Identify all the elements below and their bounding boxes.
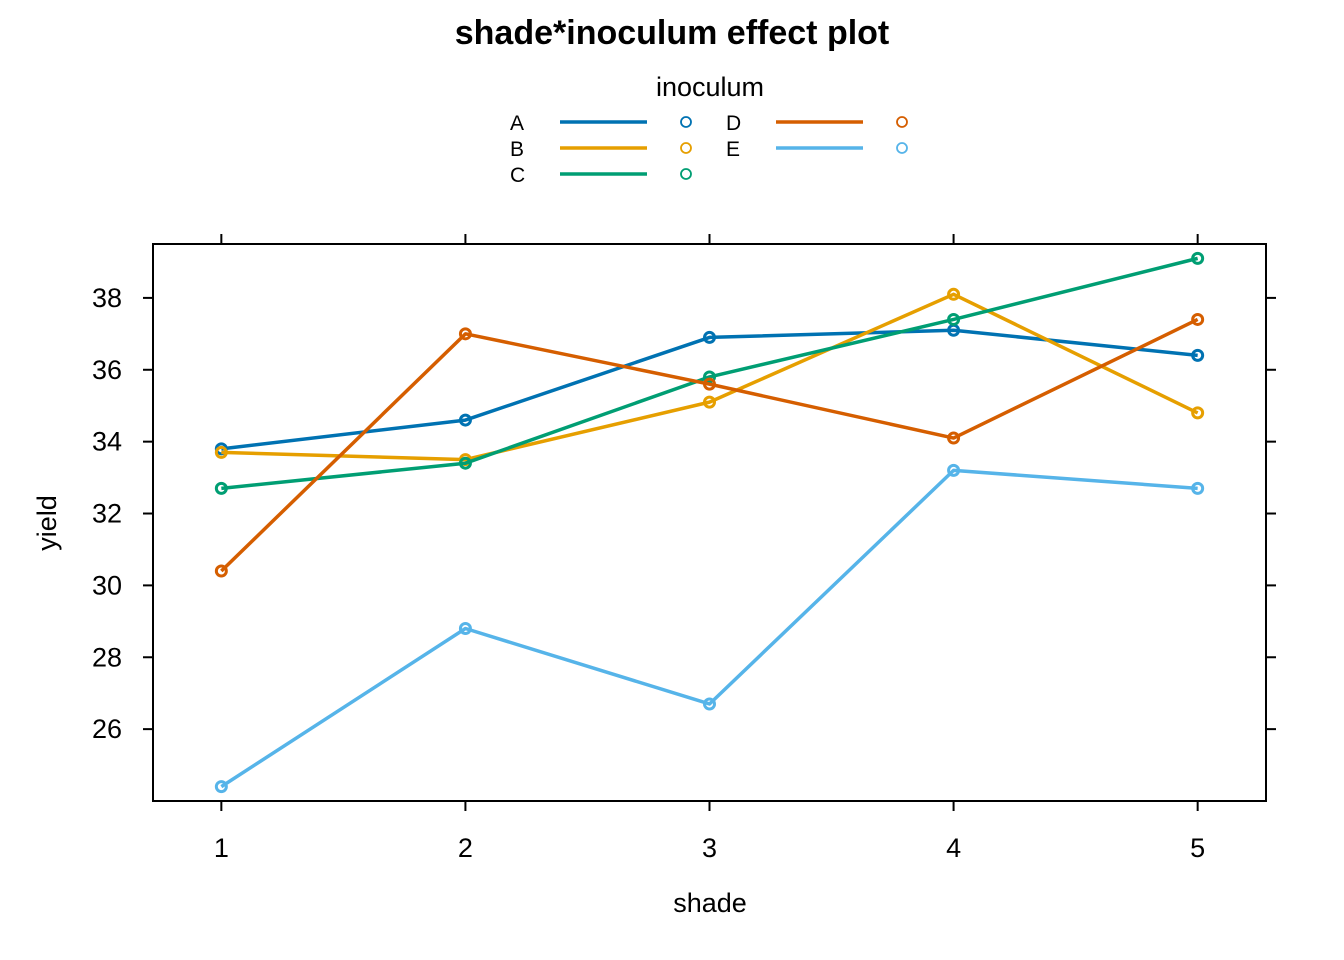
data-point (947, 287, 961, 301)
y-tick-label: 30 (92, 570, 122, 600)
data-point (703, 395, 716, 409)
series-D (214, 312, 1205, 578)
data-point (703, 330, 716, 344)
y-tick-label: 36 (92, 355, 122, 385)
series-C (214, 251, 1205, 495)
legend: inoculum ABC DE (510, 72, 908, 187)
legend-label: A (510, 112, 524, 135)
data-point (1191, 481, 1205, 495)
legend-item-B: B (510, 138, 692, 161)
x-tick-label: 5 (1190, 833, 1205, 863)
legend-point (680, 116, 692, 128)
x-tick-label: 1 (214, 833, 229, 863)
series-line-A (221, 328, 1198, 451)
data-point (947, 463, 961, 477)
data-point (1191, 312, 1205, 326)
data-point (458, 413, 472, 427)
legend-label: E (726, 138, 740, 161)
legend-item-D: D (726, 112, 908, 135)
series-E (214, 463, 1205, 794)
y-tick-label: 26 (92, 714, 122, 744)
legend-item-C: C (510, 164, 692, 187)
legend-point (896, 142, 908, 154)
legend-point (680, 142, 692, 154)
y-tick-label: 34 (92, 427, 122, 457)
data-point (214, 481, 228, 495)
x-axis-label: shade (673, 888, 747, 918)
series-line-D (220, 317, 1199, 573)
legend-label: B (510, 138, 524, 161)
data-point (458, 327, 472, 341)
legend-point (896, 116, 908, 128)
chart-title: shade*inoculum effect plot (455, 14, 890, 52)
data-point (703, 377, 716, 391)
x-tick-label: 2 (458, 833, 473, 863)
data-point (947, 431, 961, 445)
data-point (214, 780, 228, 794)
data-point (1191, 406, 1205, 420)
legend-item-E: E (726, 138, 908, 161)
y-tick-label: 38 (92, 283, 122, 313)
y-tick-label: 28 (92, 642, 122, 672)
data-point (458, 456, 472, 470)
x-tick-label: 3 (702, 833, 717, 863)
data-point (458, 622, 472, 636)
data-point (947, 312, 961, 326)
data-point (1191, 251, 1205, 265)
legend-title: inoculum (656, 72, 764, 102)
data-point (214, 564, 228, 578)
y-axis-label: yield (32, 495, 62, 551)
series-layer (214, 251, 1205, 794)
legend-label: D (726, 112, 741, 135)
data-point (214, 445, 228, 459)
legend-item-A: A (510, 112, 692, 135)
legend-point (680, 168, 692, 180)
y-tick-label: 32 (92, 499, 122, 529)
legend-label: C (510, 164, 525, 187)
x-tick-label: 4 (946, 833, 961, 863)
plot-frame (152, 243, 1267, 802)
data-point (1191, 348, 1205, 362)
series-line-B (221, 292, 1199, 462)
series-line-C (221, 256, 1199, 491)
data-point (703, 697, 716, 711)
series-line-E (220, 468, 1198, 789)
data-point (703, 370, 716, 384)
